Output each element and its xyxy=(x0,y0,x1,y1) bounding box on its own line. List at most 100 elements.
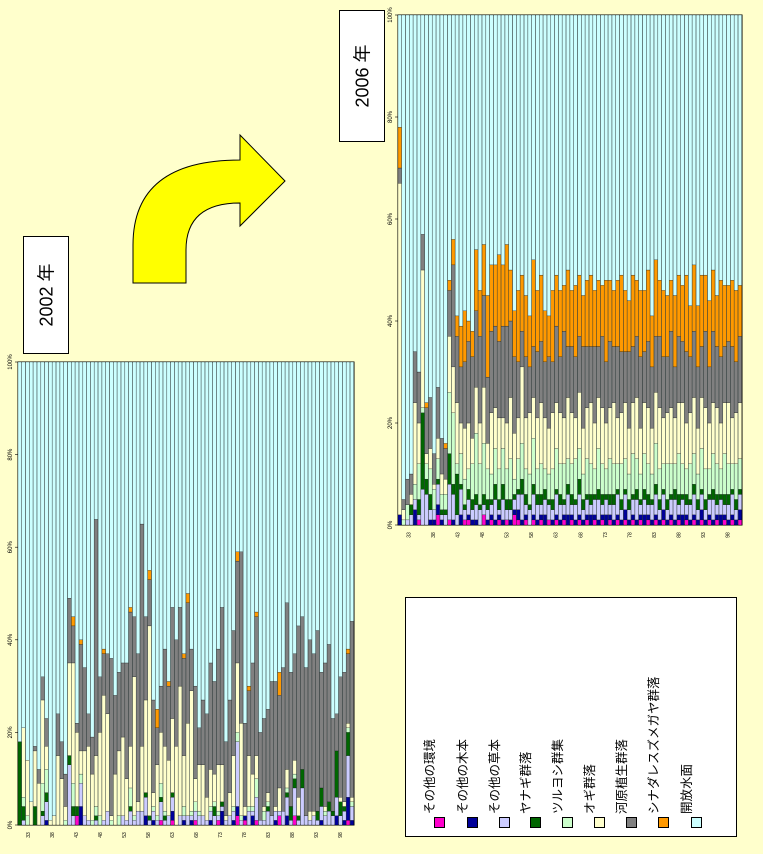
legend-label: その他の環境 xyxy=(423,738,437,814)
bar-segment xyxy=(67,755,72,765)
bar-segment xyxy=(600,336,605,408)
bar-segment xyxy=(478,290,482,337)
bar-segment xyxy=(416,371,421,424)
bar-segment xyxy=(573,458,578,500)
bar-segment xyxy=(512,494,517,500)
bar-segment xyxy=(258,732,263,821)
bar-segment xyxy=(254,616,259,756)
legend-swatch xyxy=(467,817,478,828)
bar-segment xyxy=(696,427,700,475)
bar-segment xyxy=(350,797,354,802)
bar-segment xyxy=(413,499,417,510)
bar-segment xyxy=(520,519,524,526)
bar-segment xyxy=(726,341,731,403)
bar-segment xyxy=(182,653,186,659)
bar-segment xyxy=(151,810,156,821)
bar-segment xyxy=(266,806,270,812)
bar-segment xyxy=(338,801,343,816)
legend-label: その他の草本 xyxy=(488,738,502,814)
bar-segment xyxy=(288,672,293,807)
bar-segment xyxy=(162,361,167,650)
bar-segment xyxy=(489,514,494,521)
bar-segment xyxy=(239,551,244,724)
bar-segment xyxy=(543,468,547,490)
bar-segment xyxy=(642,514,647,526)
bar-segment xyxy=(577,478,582,495)
bar-segment xyxy=(447,519,452,526)
bar-segment xyxy=(516,509,521,521)
bar-segment xyxy=(447,453,452,485)
bar-segment xyxy=(436,387,440,439)
bar-segment xyxy=(585,346,589,408)
bar-segment xyxy=(650,504,654,521)
bar-segment xyxy=(661,509,666,521)
bar-segment xyxy=(623,402,628,459)
bar-segment xyxy=(546,14,551,317)
bar-segment xyxy=(413,351,417,403)
bar-segment xyxy=(250,773,255,807)
bar-segment xyxy=(288,361,293,673)
bar-segment xyxy=(82,361,87,668)
bar-segment xyxy=(608,494,612,505)
bar-segment xyxy=(416,514,421,521)
bar-segment xyxy=(611,402,616,464)
bar-segment xyxy=(44,718,49,747)
bar-segment xyxy=(638,514,643,521)
bar-segment xyxy=(128,611,133,747)
title-2006: 2006 年 xyxy=(339,10,385,142)
bar-segment xyxy=(159,732,163,784)
bar-segment xyxy=(71,815,76,826)
bar-segment xyxy=(722,494,727,505)
bar-segment xyxy=(497,417,502,470)
bar-segment xyxy=(684,351,689,424)
value-tick-label: 40% xyxy=(8,633,14,646)
bar-segment xyxy=(254,611,259,617)
bar-segment xyxy=(439,494,444,510)
bar-segment xyxy=(94,755,99,807)
bar-segment xyxy=(696,305,700,368)
bar-segment xyxy=(558,14,563,291)
transition-arrow xyxy=(132,133,286,284)
bar-segment xyxy=(516,519,521,526)
bar-segment xyxy=(235,732,240,742)
bar-segment xyxy=(539,504,544,515)
title-2002-text: 2002 年 xyxy=(37,263,58,327)
bar-segment xyxy=(604,361,609,424)
bar-segment xyxy=(401,519,406,526)
bar-segment xyxy=(493,519,498,526)
bar-segment xyxy=(44,361,49,719)
bar-segment xyxy=(573,417,578,459)
bar-segment xyxy=(692,484,696,495)
bar-segment xyxy=(481,14,486,245)
bar-segment xyxy=(673,489,677,500)
bar-segment xyxy=(566,14,570,271)
bar-segment xyxy=(512,310,517,357)
bar-segment xyxy=(478,14,482,291)
bar-segment xyxy=(619,519,624,526)
bar-segment xyxy=(543,514,547,526)
bar-segment xyxy=(692,264,696,332)
bar-segment xyxy=(543,310,547,362)
bar-segment xyxy=(120,815,125,826)
bar-segment xyxy=(501,448,505,485)
bar-segment xyxy=(669,463,674,495)
bar-segment xyxy=(611,290,616,347)
bar-segment xyxy=(711,331,716,403)
bar-segment xyxy=(323,361,328,664)
bar-segment xyxy=(292,773,297,779)
bar-segment xyxy=(342,672,347,802)
bar-segment xyxy=(48,361,53,821)
bar-segment xyxy=(596,519,601,526)
bar-segment xyxy=(420,234,425,271)
bar-segment xyxy=(631,519,635,526)
bar-segment xyxy=(462,310,467,362)
bar-segment xyxy=(688,412,693,464)
bar-segment xyxy=(439,473,444,495)
bar-segment xyxy=(726,504,731,521)
bar-segment xyxy=(420,412,425,490)
bar-segment xyxy=(466,468,471,490)
bar-segment xyxy=(692,453,696,485)
bar-segment xyxy=(350,806,354,821)
bar-segment xyxy=(489,264,494,332)
bar-segment xyxy=(638,473,643,500)
